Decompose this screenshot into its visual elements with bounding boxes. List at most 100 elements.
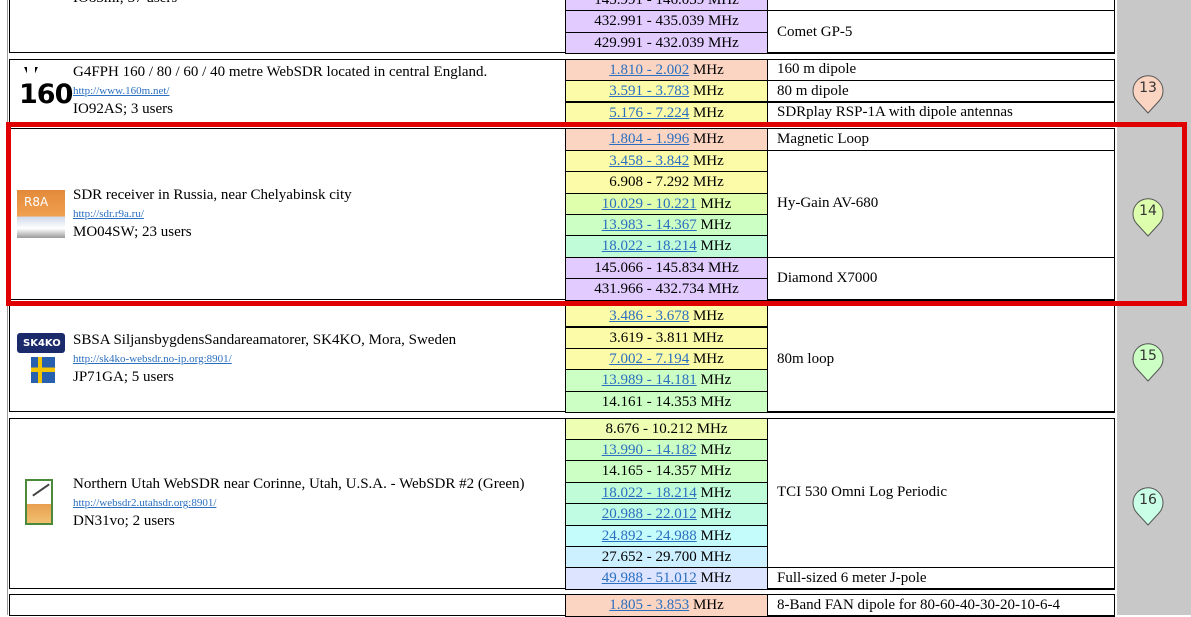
row-box bbox=[9, 0, 1115, 54]
highlight-box bbox=[6, 122, 1187, 306]
band-range: 14.161 - 14.353 bbox=[601, 393, 697, 410]
band-cell: 27.652 - 29.700 MHz bbox=[565, 546, 768, 569]
band-range[interactable]: 18.022 - 18.214 bbox=[601, 484, 697, 501]
band-unit: MHz bbox=[700, 195, 732, 212]
marker-pin bbox=[1132, 198, 1164, 237]
band-range: 431.966 - 432.734 bbox=[594, 281, 705, 298]
station-url[interactable]: http://www.160m.net/ bbox=[73, 84, 170, 97]
band-cell: 3.619 - 3.811 MHz bbox=[565, 326, 768, 349]
band-range[interactable]: 13.983 - 14.367 bbox=[601, 217, 697, 233]
band-unit: MHz bbox=[692, 174, 724, 191]
logo: R8A bbox=[17, 190, 65, 238]
band-cell: 24.892 - 24.988 MHz bbox=[565, 524, 768, 547]
antenna-cell: Diamond X7000 bbox=[767, 256, 1115, 301]
band-range[interactable]: 1.810 - 2.002 bbox=[609, 61, 690, 78]
band-cell: 3.486 - 3.678 MHz bbox=[565, 305, 768, 328]
rank-marker: 14 bbox=[1132, 198, 1164, 238]
marker-shape bbox=[1132, 342, 1164, 382]
band-unit: MHz bbox=[700, 484, 732, 501]
antenna-name: 80 m dipole bbox=[777, 82, 849, 99]
marker-pin bbox=[1132, 75, 1164, 114]
band-range[interactable]: 13.989 - 14.181 bbox=[601, 372, 697, 389]
band-range: 6.908 - 7.292 bbox=[609, 174, 690, 191]
band-range[interactable]: 3.591 - 3.783 bbox=[609, 83, 690, 100]
band-cell: 5.176 - 7.224 MHz bbox=[565, 101, 768, 124]
band-range: 8.676 - 10.212 bbox=[605, 420, 693, 437]
band-range[interactable]: 20.988 - 22.012 bbox=[601, 506, 697, 523]
band-range[interactable]: 13.990 - 14.182 bbox=[601, 442, 697, 458]
band-range[interactable]: 24.892 - 24.988 bbox=[601, 527, 697, 544]
band-unit: MHz bbox=[707, 259, 739, 276]
band-unit: MHz bbox=[700, 506, 732, 523]
band-cell: 10.029 - 10.221 MHz bbox=[565, 192, 768, 215]
band-cell: 14.161 - 14.353 MHz bbox=[565, 390, 768, 414]
station-title: SDR receiver in Russia, near Chelyabinsk… bbox=[73, 187, 352, 203]
flag bbox=[31, 356, 55, 383]
band-unit: MHz bbox=[692, 131, 724, 148]
band-unit: MHz bbox=[692, 83, 724, 100]
marker-number: 13 bbox=[1139, 79, 1157, 96]
station-url[interactable]: http://sdr.r9a.ru/ bbox=[73, 208, 144, 220]
logo-text: SK4KO bbox=[23, 337, 61, 349]
band-unit: MHz bbox=[692, 152, 724, 169]
station-users: IO83ml; 37 users bbox=[73, 0, 177, 7]
antenna-cell: 80m loop bbox=[767, 305, 1115, 414]
band-range[interactable]: 1.805 - 3.853 bbox=[609, 597, 690, 614]
station-users: DN31vo; 2 users bbox=[73, 513, 175, 530]
band-range: 145.991 - 146.039 bbox=[594, 0, 705, 8]
rank-marker: 15 bbox=[1132, 342, 1164, 383]
band-unit: MHz bbox=[696, 420, 728, 437]
logo-text: 160 bbox=[19, 78, 73, 110]
station-users: IO92AS; 3 users bbox=[73, 100, 173, 117]
antenna-name: TCI 530 Omni Log Periodic bbox=[777, 484, 947, 501]
band-range: 145.066 - 145.834 bbox=[594, 259, 705, 276]
band-cell: 432.991 - 435.039 MHz bbox=[565, 10, 768, 33]
band-unit: MHz bbox=[700, 372, 732, 389]
band-unit: MHz bbox=[707, 0, 739, 8]
band-unit: MHz bbox=[700, 527, 732, 544]
band-range: 14.165 - 14.357 bbox=[601, 463, 697, 480]
antenna-name: 80m loop bbox=[777, 350, 835, 367]
antenna-name: Comet GP-5 bbox=[777, 23, 853, 40]
station-users: JP71GA; 5 users bbox=[73, 368, 174, 385]
station-title: G4FPH 160 / 80 / 60 / 40 metre WebSDR lo… bbox=[73, 63, 488, 80]
antenna-name: Magnetic Loop bbox=[777, 131, 870, 148]
band-range[interactable]: 3.486 - 3.678 bbox=[609, 308, 690, 325]
marker-number: 15 bbox=[1139, 347, 1157, 364]
station-title: SBSA SiljansbygdensSandareamatorer, SK4K… bbox=[73, 331, 457, 348]
band-range[interactable]: 10.029 - 10.221 bbox=[601, 195, 697, 212]
row-box bbox=[9, 128, 1115, 300]
logo-mast bbox=[32, 483, 50, 497]
marker-shape bbox=[1132, 487, 1164, 526]
station-url[interactable]: http://websdr2.utahsdr.org:8901/ bbox=[73, 497, 217, 510]
marker-pin bbox=[1132, 487, 1164, 526]
band-cell: 13.989 - 14.181 MHz bbox=[565, 369, 768, 392]
band-cell: 18.022 - 18.214 MHz bbox=[565, 481, 768, 505]
band-cell: 429.991 - 432.039 MHz bbox=[565, 31, 768, 55]
antenna-name: SDRplay RSP-1A with dipole antennas bbox=[777, 104, 1013, 121]
band-range: 432.991 - 435.039 bbox=[594, 13, 705, 30]
band-range[interactable]: 5.176 - 7.224 bbox=[609, 104, 690, 121]
band-unit: MHz bbox=[700, 393, 732, 410]
band-cell: 3.458 - 3.842 MHz bbox=[565, 149, 768, 173]
band-range[interactable]: 49.988 - 51.012 bbox=[601, 570, 697, 587]
band-cell: 3.591 - 3.783 MHz bbox=[565, 80, 768, 103]
band-range[interactable]: 3.458 - 3.842 bbox=[609, 152, 690, 169]
row-box bbox=[9, 417, 1115, 589]
band-unit: MHz bbox=[707, 34, 739, 51]
band-range[interactable]: 1.804 - 1.996 bbox=[609, 131, 690, 148]
antenna-cell: SDRplay RSP-1A with dipole antennas bbox=[767, 101, 1115, 124]
antenna-name: Full-sized 6 meter J-pole bbox=[777, 570, 927, 587]
band-range[interactable]: 18.022 - 18.214 bbox=[601, 238, 697, 255]
left-rule bbox=[7, 0, 8, 615]
band-range[interactable]: 7.002 - 7.194 bbox=[609, 350, 690, 367]
band-cell: 8.676 - 10.212 MHz bbox=[565, 417, 768, 440]
band-unit: MHz bbox=[700, 463, 732, 480]
rank-marker: 13 bbox=[1132, 75, 1164, 115]
marker-pin bbox=[1132, 342, 1164, 382]
logo: SK4KO bbox=[17, 332, 65, 385]
band-cell: 1.805 - 3.853 MHz bbox=[565, 594, 768, 617]
marker-shape bbox=[1132, 75, 1164, 114]
station-url[interactable]: http://sk4ko-websdr.no-ip.org:8901/ bbox=[73, 352, 232, 365]
